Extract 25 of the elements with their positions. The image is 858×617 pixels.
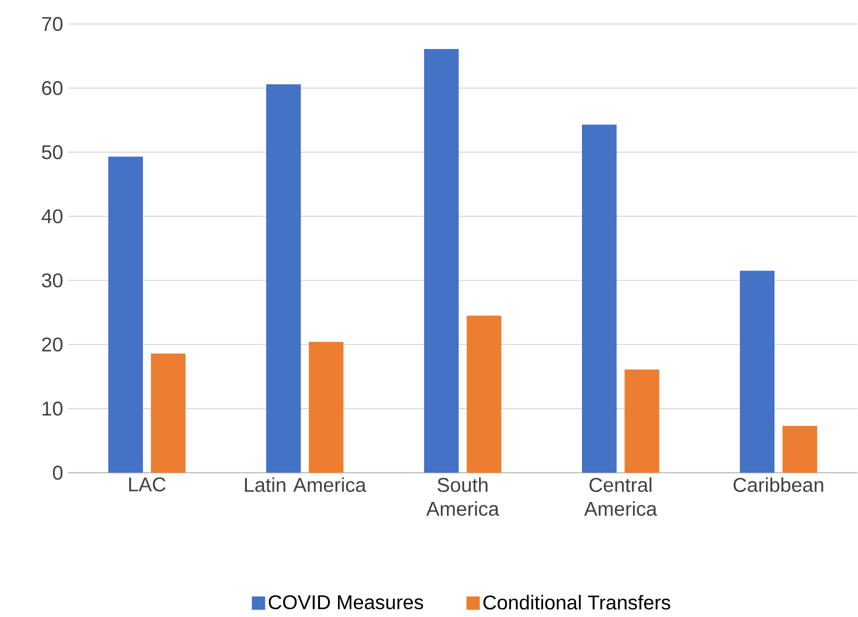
y-tick-label: 50 (42, 145, 62, 160)
bar (624, 370, 660, 473)
legend-label: Conditional Transfers (483, 595, 670, 610)
x-tick-label: South America (426, 478, 500, 516)
legend-label: COVID Measures (268, 595, 424, 610)
x-tick-label: Central America (584, 478, 658, 516)
y-tick-label: 20 (42, 338, 62, 352)
bar (150, 354, 186, 473)
bar (466, 316, 502, 473)
y-tick-label: 30 (42, 274, 62, 288)
y-tick-label: 40 (42, 209, 62, 224)
bar (582, 124, 617, 473)
bar (108, 156, 143, 473)
x-tick-label: Latin America (245, 478, 366, 492)
bar (740, 270, 775, 473)
x-tick-label: Caribbean (734, 478, 824, 492)
y-tick-label: 0 (52, 466, 62, 480)
bar (782, 426, 818, 473)
bar (424, 49, 459, 473)
y-tick-label: 10 (42, 402, 62, 416)
y-tick-label: 70 (42, 17, 62, 32)
bar (308, 342, 344, 473)
y-tick-label: 60 (42, 81, 62, 96)
bar (266, 84, 301, 473)
x-tick-label: LAC (129, 478, 166, 492)
